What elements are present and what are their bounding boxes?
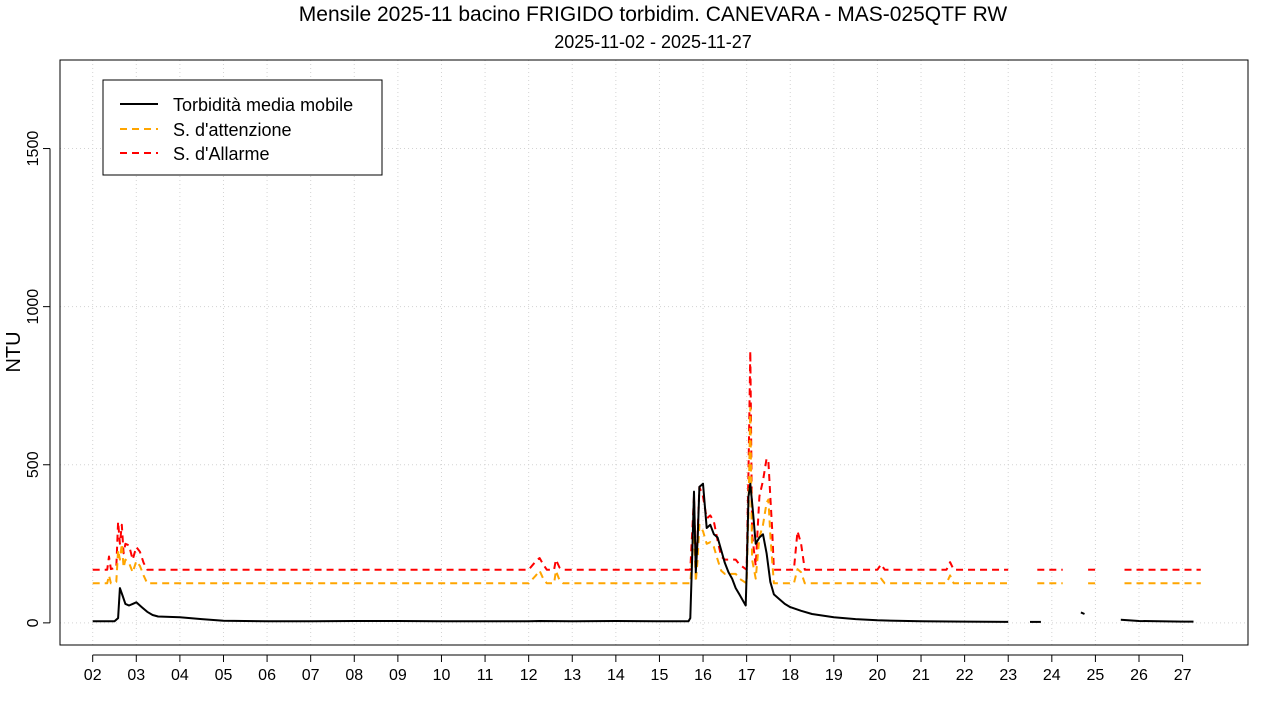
chart-subtitle: 2025-11-02 - 2025-11-27 (554, 32, 751, 52)
series-line-1 (92, 406, 1009, 585)
series-line-0 (1120, 618, 1194, 623)
series-layer (92, 349, 1201, 623)
x-tick-label: 12 (520, 667, 538, 684)
x-tick-label: 22 (956, 667, 974, 684)
chart-title: Mensile 2025-11 bacino FRIGIDO torbidim.… (299, 3, 1008, 26)
legend-label-attenzione: S. d'attenzione (173, 120, 292, 140)
x-tick-label: 19 (825, 667, 843, 684)
y-axis-label: NTU (3, 331, 25, 372)
x-tick-label: 07 (302, 667, 320, 684)
x-tick-label: 08 (345, 667, 363, 684)
x-tick-label: 24 (1043, 667, 1061, 684)
x-tick-label: 13 (563, 667, 581, 684)
series-line-0 (92, 482, 1009, 623)
legend-label-torbidita: Torbidità media mobile (173, 95, 353, 115)
x-tick-label: 11 (477, 667, 494, 684)
axes: 02 03 04 05 06 07 08 09 10 11 12 13 14 15 16 17 18 19 20 21… (25, 131, 1192, 684)
x-tick-label: 26 (1130, 667, 1148, 684)
x-tick-label: 09 (389, 667, 407, 684)
y-tick-label: 1000 (25, 289, 42, 325)
x-tick-label: 04 (171, 667, 189, 684)
x-tick-label: 10 (433, 667, 451, 684)
x-tick-label: 02 (84, 667, 102, 684)
x-tick-label: 25 (1087, 667, 1105, 684)
plot-area-border (59, 59, 1249, 646)
x-tick-label: 27 (1174, 667, 1192, 684)
legend-label-allarme: S. d'Allarme (173, 144, 269, 164)
x-tick-label: 14 (607, 667, 625, 684)
x-tick-label: 03 (127, 667, 145, 684)
x-tick-label: 21 (912, 667, 930, 684)
x-tick-label: 20 (869, 667, 887, 684)
y-tick-label: 0 (25, 618, 42, 627)
x-tick-label: 17 (738, 667, 756, 684)
x-tick-label: 15 (651, 667, 669, 684)
x-tick-label: 06 (258, 667, 276, 684)
x-tick-label: 16 (694, 667, 712, 684)
y-tick-label: 1500 (25, 131, 42, 167)
series-line-2 (92, 349, 1009, 571)
series-line-0 (1080, 611, 1085, 615)
x-tick-label: 05 (215, 667, 233, 684)
y-tick-label: 500 (25, 451, 42, 478)
grid (60, 60, 1248, 645)
legend: Torbidità media mobile S. d'attenzione S… (102, 79, 383, 176)
legend-box (102, 79, 383, 176)
x-tick-label: 23 (999, 667, 1017, 684)
x-tick-label: 18 (781, 667, 799, 684)
